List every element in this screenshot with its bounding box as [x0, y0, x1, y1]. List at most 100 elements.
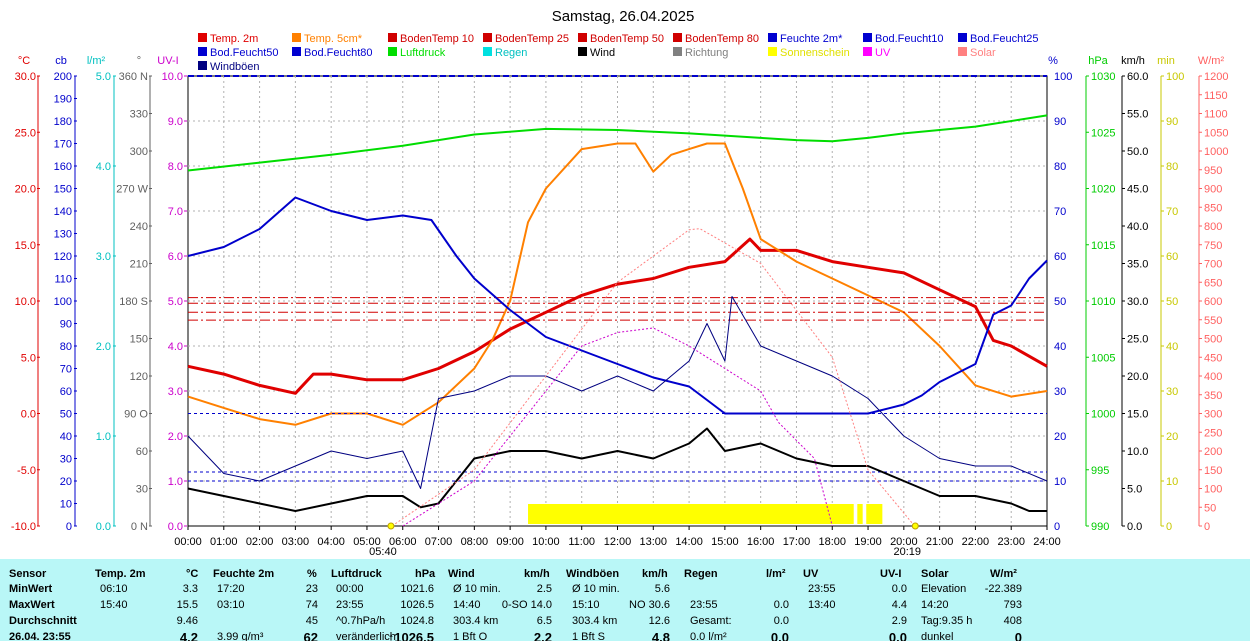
axis-tick-cb: 70: [60, 364, 72, 376]
legend-swatch: [768, 47, 777, 56]
series-luftdruck: [187, 114, 1048, 172]
stats-cell-gust-t: Ø 10 min.: [572, 583, 620, 595]
axis-unit-cb: cb: [55, 55, 67, 67]
stats-cell-press-t: 23:55: [336, 599, 364, 611]
axis-tick-dir: 360 N: [119, 71, 148, 83]
stats-cell-wind-t: 14:40: [453, 599, 481, 611]
axis-tick-wind: 5.0: [1127, 484, 1142, 496]
stats-cell-gust-v: 5.6: [654, 583, 670, 595]
axis-unit-wind: km/h: [1121, 55, 1145, 67]
series-windb-en: [187, 296, 1048, 489]
x-tick-label: 11:00: [568, 536, 595, 548]
series-temp-2m: [187, 237, 1048, 395]
axis-tick-hum: 40: [1054, 341, 1066, 353]
x-tick-label: 21:00: [926, 536, 954, 548]
axis-tick-cb: 120: [54, 251, 72, 263]
axis-tick-hum: 60: [1054, 251, 1066, 263]
stats-header-uv: UV: [803, 568, 819, 580]
legend-swatch: [673, 47, 682, 56]
stats-header-rain: Regen: [684, 568, 718, 580]
stats-cell-wind-t: 1 Bft O: [453, 631, 488, 641]
axis-tick-solar: 300: [1204, 409, 1222, 421]
axis-tick-cb: 60: [60, 386, 72, 398]
x-tick-label: 24:00: [1033, 536, 1061, 548]
axis-tick-wind: 15.0: [1127, 409, 1148, 421]
axis-tick-sunmin: 100: [1166, 71, 1184, 83]
x-tick-label: 12:00: [604, 536, 632, 548]
stats-cell-solar-v: 408: [1003, 615, 1022, 627]
stats-header-gust: Windböen: [566, 568, 620, 580]
stats-cell-press-v: 1026.5: [400, 599, 434, 611]
x-tick-label: 07:00: [425, 536, 453, 548]
statistics-panel: Sensor Temp. 2m °C Feuchte 2m % Luftdruc…: [0, 559, 1250, 641]
legend: Temp. 2m Temp. 5cm* BodenTemp 10 BodenTemp …: [198, 33, 1039, 73]
stats-cell-temp-v: 3.3: [182, 583, 198, 595]
stats-cell-gust-t: 303.4 km: [572, 615, 618, 627]
stats-header-solar: Solar: [921, 568, 949, 580]
stats-cell-press-v: 1024.8: [400, 615, 434, 627]
stats-header-press: Luftdruck: [331, 568, 382, 580]
axis-tick-cb: 50: [60, 409, 72, 421]
stats-cell-hum-v: 62: [303, 630, 318, 641]
axis-tick-uv: 10.0: [162, 71, 183, 83]
axis-tick-hum: 100: [1054, 71, 1072, 83]
legend-swatch: [292, 47, 301, 56]
legend-label: BodenTemp 10: [400, 33, 474, 45]
axis-tick-press: 1000: [1091, 409, 1115, 421]
sunshine-bar: [857, 504, 863, 524]
axis-unit-uv: UV-I: [157, 55, 178, 67]
legend-label: Bod.Feucht50: [210, 47, 279, 59]
stats-cell-uv-v: 0.0: [888, 630, 907, 641]
axis-tick-uv: 3.0: [168, 386, 183, 398]
stats-cell-solar-v: 793: [1003, 599, 1022, 611]
stats-cell-wind-t: Ø 10 min.: [453, 583, 501, 595]
x-tick-label: 20:00: [890, 536, 918, 548]
axis-tick-sunmin: 90: [1166, 116, 1178, 128]
axis-tick-temp: -10.0: [11, 521, 36, 533]
legend-label: Sonnenschein: [780, 47, 850, 59]
stats-cell-solar-t: dunkel: [921, 631, 954, 641]
axis-tick-solar: 500: [1204, 334, 1222, 346]
axis-tick-rain: 5.0: [96, 71, 111, 83]
axis-tick-solar: 1150: [1204, 90, 1228, 102]
axis-tick-hum: 30: [1054, 386, 1066, 398]
x-tick-label: 22:00: [962, 536, 990, 548]
stats-header-press-unit: hPa: [415, 568, 436, 580]
axis-unit-rain: l/m²: [87, 55, 106, 67]
axis-tick-dir: 120: [130, 371, 148, 383]
sunshine-bar: [866, 504, 883, 524]
axis-tick-sunmin: 70: [1166, 206, 1178, 218]
axis-tick-solar: 0: [1204, 521, 1210, 533]
axis-tick-cb: 30: [60, 454, 72, 466]
x-tick-label: 02:00: [246, 536, 274, 548]
axis-tick-temp: 10.0: [15, 296, 36, 308]
axis-tick-dir: 330: [130, 109, 148, 121]
axes: °C 30.0 25.0 20.0 15.0 10.0 5.0 0.0 -5.0 -10.0 cb 2…: [11, 55, 1229, 533]
axis-tick-solar: 700: [1204, 259, 1222, 271]
stats-cell-solar-v: -22.389: [984, 583, 1022, 595]
axis-tick-solar: 200: [1204, 446, 1222, 458]
axis-tick-cb: 110: [54, 274, 72, 286]
axis-unit-hum: %: [1048, 55, 1058, 67]
legend-swatch: [388, 33, 397, 42]
axis-tick-cb: 0: [66, 521, 72, 533]
axis-tick-cb: 150: [54, 184, 72, 196]
legend-label: Bod.Feucht80: [304, 47, 373, 59]
legend-label: Temp. 2m: [210, 33, 258, 45]
axis-unit-press: hPa: [1088, 55, 1108, 67]
stats-cell-temp-v: 15.5: [176, 599, 198, 611]
sunshine-bar: [528, 504, 854, 524]
stats-cell-solar-t: Elevation: [921, 583, 967, 595]
axis-tick-uv: 6.0: [168, 251, 183, 263]
axis-tick-wind: 10.0: [1127, 446, 1148, 458]
stats-cell-temp-t: 06:10: [100, 583, 128, 595]
stats-cell-wind-v: 6.5: [536, 615, 552, 627]
x-tick-label: 04:00: [317, 536, 345, 548]
axis-tick-uv: 2.0: [168, 431, 183, 443]
stats-cell-rain-t: Gesamt:: [690, 615, 732, 627]
x-axis: 00:00 01:00 02:00 03:00 04:00 05:00 06:00 07:00…: [174, 522, 1061, 558]
legend-label: Wind: [590, 47, 615, 59]
stats-cell-wind-v: 0-SO 14.0: [501, 599, 552, 611]
legend-label: Regen: [495, 47, 527, 59]
axis-tick-uv: 4.0: [168, 341, 183, 353]
